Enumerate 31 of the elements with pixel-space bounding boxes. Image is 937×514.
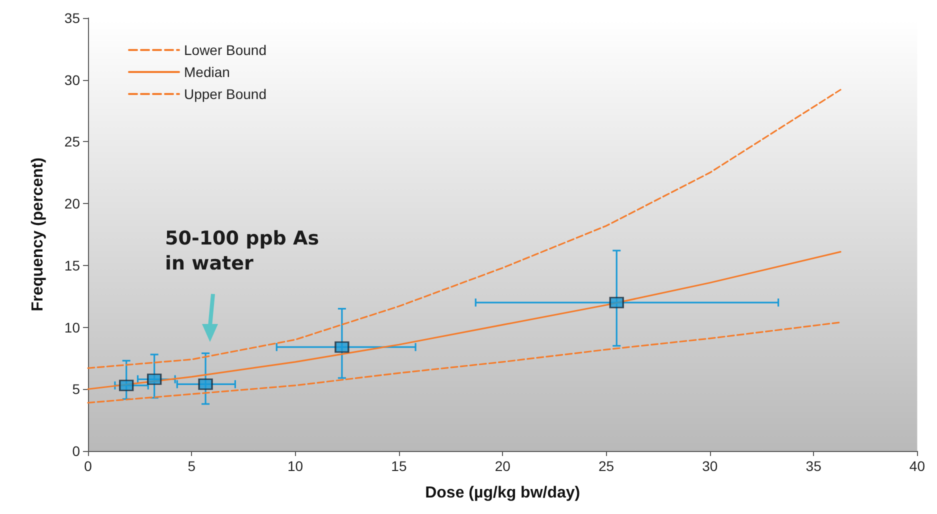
y-tick-label: 10: [64, 319, 80, 336]
point: [609, 296, 624, 308]
x-tick-label: 30: [702, 458, 718, 474]
annotation: 50-100 ppb As in water: [165, 228, 320, 274]
x-tick-label: 35: [806, 458, 822, 474]
x-tick-label: 25: [598, 458, 614, 474]
x-tick-label: 40: [909, 458, 926, 474]
x-tick-label: 10: [288, 458, 304, 474]
point: [334, 341, 350, 353]
line-series: [87, 88, 842, 369]
line-series: [87, 322, 842, 404]
y-tick-label: 0: [72, 443, 80, 459]
y-axis-title: Frequency (percent): [30, 158, 46, 312]
x-tick-label: 0: [84, 458, 92, 474]
y-tick-label: 20: [64, 196, 80, 212]
y-tick-label: 30: [64, 72, 80, 88]
x-axis-title: Dose (µg/kg bw/day): [425, 484, 580, 502]
x-tick-label: 20: [494, 458, 511, 474]
legend-label: Upper Bound: [184, 86, 267, 102]
point: [119, 380, 134, 392]
legend-label: Median: [184, 64, 230, 80]
y-tick-label: 25: [64, 134, 80, 150]
point: [198, 378, 213, 390]
x-tick-label: 5: [188, 458, 196, 474]
line-series: [87, 251, 842, 390]
point: [147, 373, 162, 385]
y-tick-label: 15: [64, 257, 80, 274]
y-tick-label: 35: [64, 10, 80, 26]
legend-label: Lower Bound: [184, 42, 267, 58]
y-tick-label: 5: [72, 381, 80, 398]
x-tick-label: 15: [391, 458, 407, 474]
